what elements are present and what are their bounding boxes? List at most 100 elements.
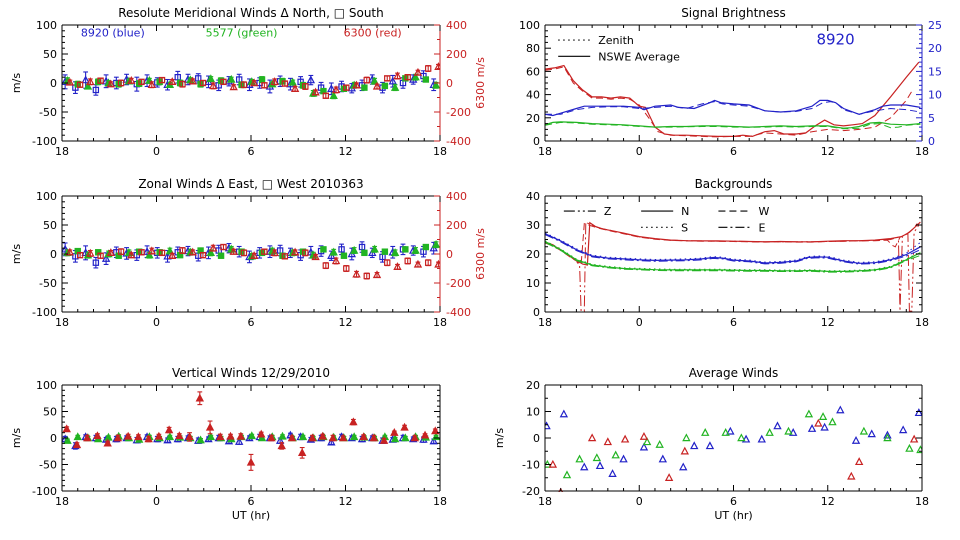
panel-title: Vertical Winds 12/29/2010 xyxy=(172,366,330,380)
y-left-tick-label: -100 xyxy=(32,135,57,148)
x-tick-label: 18 xyxy=(915,316,929,329)
panel-meridional: 18 0 6 12 18-100-50050100m/s-400-20002004006… xyxy=(10,6,487,158)
series-6300-bg-zenith xyxy=(545,221,920,312)
y-right-tick-label: 25 xyxy=(928,19,942,32)
series-5577-bg-north xyxy=(545,240,921,272)
x-tick-label: 6 xyxy=(730,316,737,329)
y-left-tick-label: 0 xyxy=(50,248,57,261)
y-right-tick-label: 200 xyxy=(446,48,467,61)
y-left-tick-label: -20 xyxy=(522,485,540,498)
series-6300-bg-west xyxy=(545,222,918,266)
y-right-tick-label: 15 xyxy=(928,65,942,78)
panel-average-winds: 18 0 6 12 18 UT (hr) -20 -10 0 10 20 m/s Average Win… xyxy=(493,366,929,522)
series-8920-zenith xyxy=(545,101,921,115)
y-left-tick-label: 60 xyxy=(526,65,540,78)
x-tick-label: 18 xyxy=(55,145,69,158)
series-5577-average xyxy=(545,409,922,479)
series-6300-zenith xyxy=(545,66,914,138)
y-right-tick-label: 20 xyxy=(928,42,942,55)
x-tick-label: 0 xyxy=(636,495,643,508)
legend-label: Zenith xyxy=(598,34,634,47)
y-left-tick-label: 20 xyxy=(526,379,540,392)
y-right-axis-label: 6300 m/s xyxy=(474,228,487,280)
x-tick-label: 18 xyxy=(538,145,552,158)
x-tick-label: 0 xyxy=(153,316,160,329)
series-8920-nswe-average xyxy=(545,99,921,117)
inner-label: 8920 (blue) xyxy=(81,27,145,40)
y-left-tick-label: 50 xyxy=(43,48,57,61)
series-6300-winds xyxy=(65,243,440,280)
x-tick-label: 18 xyxy=(915,495,929,508)
x-tick-label: 18 xyxy=(433,145,447,158)
inner-label: 5577 (green) xyxy=(206,27,278,40)
y-left-axis-label: m/s xyxy=(493,428,506,448)
series-5577-bg-east xyxy=(545,241,921,273)
x-tick-label: 6 xyxy=(730,495,737,508)
legend-item-z: Z xyxy=(563,205,612,218)
panel-title: Signal Brightness xyxy=(681,6,786,20)
y-right-axis-label: 6300 m/s xyxy=(474,57,487,109)
y-left-tick-label: 80 xyxy=(526,42,540,55)
panel-vertical: 18 0 6 12 18 UT (hr) -100 -50 0 50 100 m/s Vertical … xyxy=(10,366,447,522)
y-left-axis-label: m/s xyxy=(10,244,23,264)
y-left-tick-label: 40 xyxy=(526,89,540,102)
y-left-tick-label: 100 xyxy=(519,19,540,32)
legend-item-zenith: Zenith xyxy=(558,34,634,47)
series-6300-vertical xyxy=(62,391,440,471)
x-tick-label: 12 xyxy=(821,495,835,508)
y-left-tick-label: -50 xyxy=(39,106,57,119)
y-left-tick-label: 30 xyxy=(526,219,540,232)
legend-item-s: S xyxy=(641,221,688,234)
x-tick-label: 12 xyxy=(339,316,353,329)
series-layer xyxy=(545,221,921,312)
y-left-tick-label: -50 xyxy=(39,277,57,290)
x-tick-label: 6 xyxy=(248,145,255,158)
y-left-tick-label: 50 xyxy=(43,406,57,419)
x-tick-label: 0 xyxy=(153,145,160,158)
x-tick-label: 12 xyxy=(339,145,353,158)
y-left-tick-label: 10 xyxy=(526,277,540,290)
y-left-tick-label: 0 xyxy=(50,432,57,445)
series-layer xyxy=(545,61,921,138)
y-right-tick-label: -400 xyxy=(446,306,471,319)
x-tick-label: 18 xyxy=(55,316,69,329)
series-layer xyxy=(545,405,922,492)
y-left-tick-label: 0 xyxy=(533,432,540,445)
y-left-tick-label: 20 xyxy=(526,112,540,125)
x-tick-label: 0 xyxy=(636,145,643,158)
legend-label: E xyxy=(758,221,765,234)
y-right-tick-label: 400 xyxy=(446,19,467,32)
y-right-tick-label: 0 xyxy=(446,248,453,261)
y-right-tick-label: 10 xyxy=(928,89,942,102)
x-tick-label: 0 xyxy=(153,495,160,508)
series-8920-average xyxy=(545,405,922,477)
x-tick-label: 18 xyxy=(538,316,552,329)
axes-zonal: 18 0 6 12 18-100-50050100m/s-400-20002004006… xyxy=(10,190,487,329)
y-left-tick-label: 50 xyxy=(43,219,57,232)
series-8920-bg-north xyxy=(545,233,921,264)
x-tick-label: 12 xyxy=(821,145,835,158)
y-right-tick-label: -400 xyxy=(446,135,471,148)
legend-label: N xyxy=(681,205,689,218)
series-5577-zenith xyxy=(545,121,921,130)
y-left-tick-label: -100 xyxy=(32,485,57,498)
y-right-tick-label: 0 xyxy=(446,77,453,90)
inner-label: 6300 (red) xyxy=(344,27,402,40)
y-right-tick-label: 200 xyxy=(446,219,467,232)
y-left-tick-label: 0 xyxy=(533,306,540,319)
series-6300-winds xyxy=(65,62,440,99)
legend-label: NSWE Average xyxy=(598,50,680,63)
x-axis-label: UT (hr) xyxy=(714,509,752,522)
y-right-tick-label: 0 xyxy=(928,135,935,148)
series-6300-average xyxy=(548,418,919,492)
x-tick-label: 6 xyxy=(248,316,255,329)
panel-title: Resolute Meridional Winds Δ North, □ Sou… xyxy=(118,6,384,20)
axes-meridional: 18 0 6 12 18-100-50050100m/s-400-20002004006… xyxy=(10,19,487,158)
y-left-tick-label: 0 xyxy=(50,77,57,90)
